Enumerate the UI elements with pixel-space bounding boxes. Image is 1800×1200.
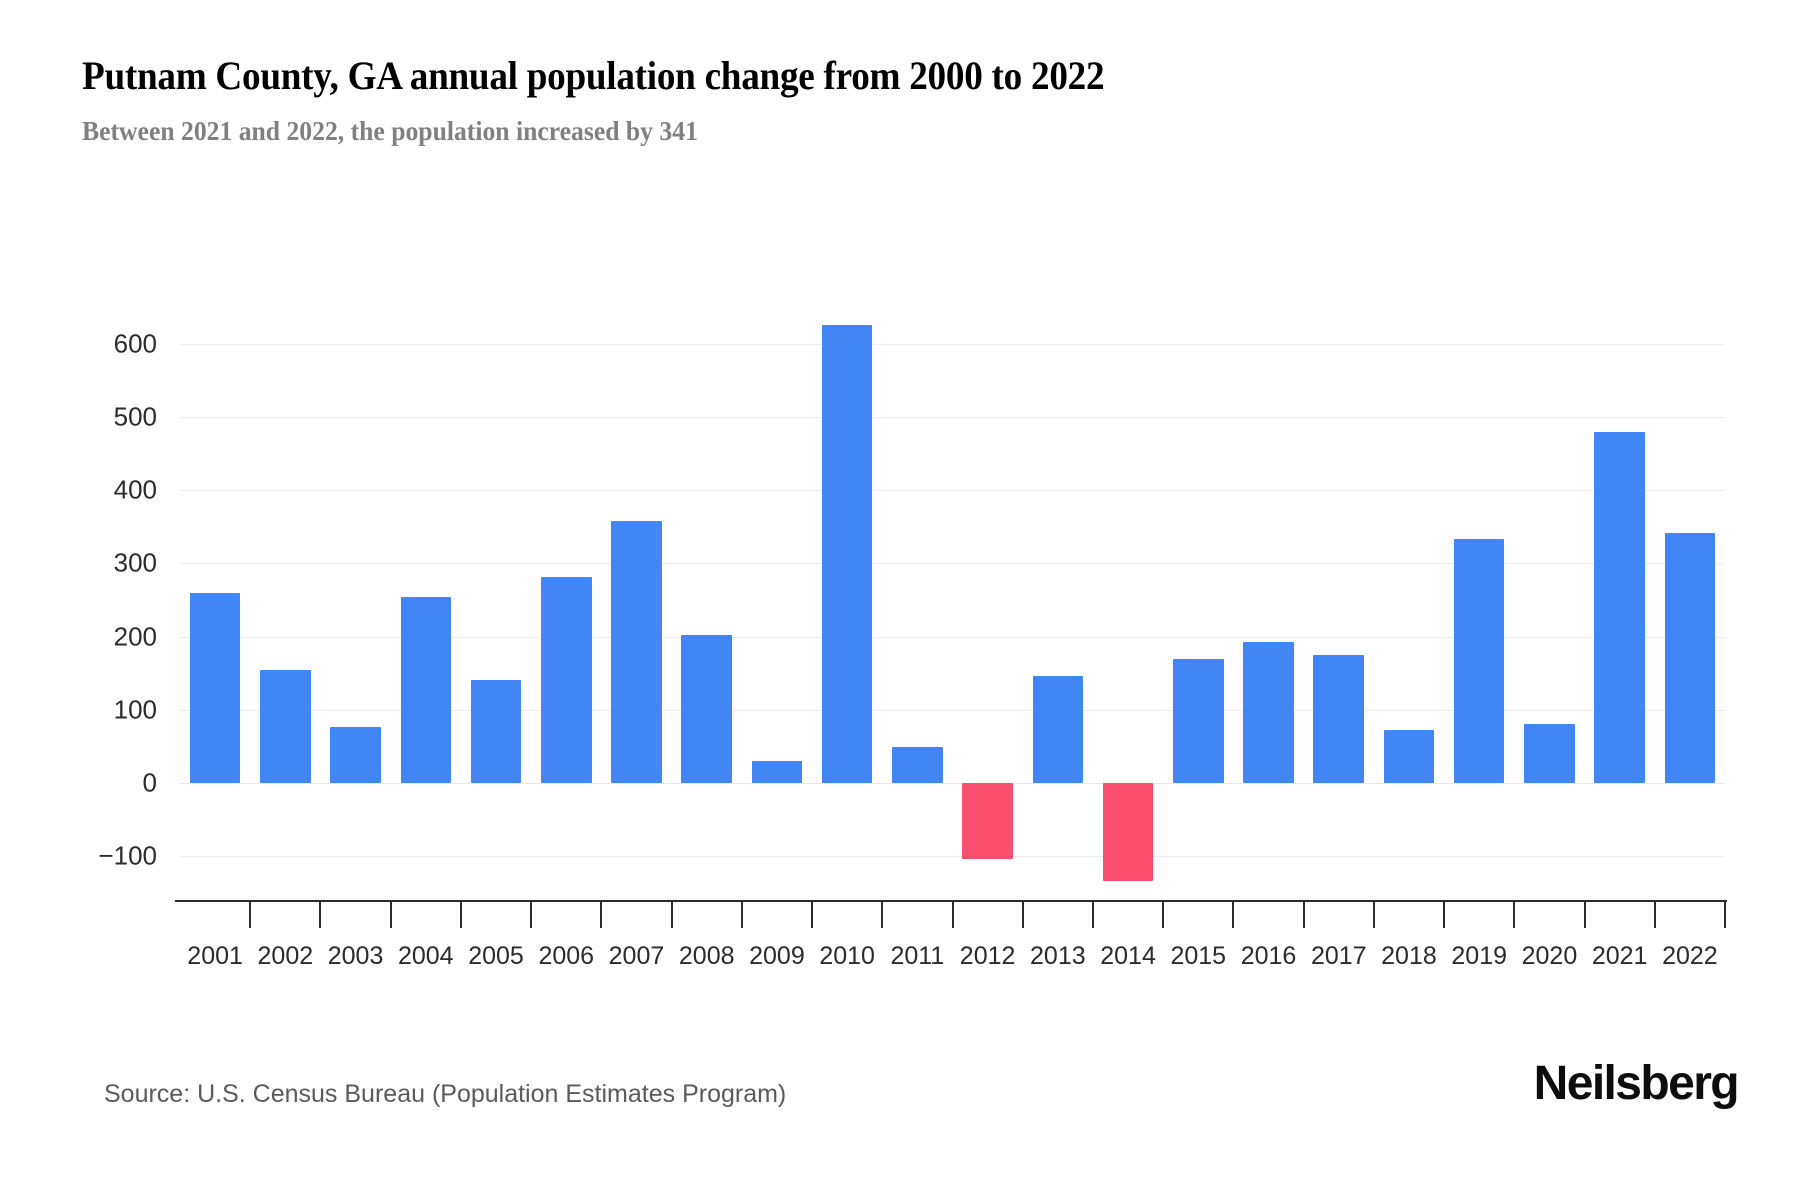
bar-2015[interactable]: [1173, 658, 1224, 783]
x-axis-tick: [951, 902, 954, 928]
x-axis-tick-label: 2012: [959, 942, 1016, 970]
y-axis-tick-label: 300: [113, 547, 157, 578]
x-axis-tick-label: 2018: [1381, 942, 1437, 970]
x-axis-tick-label: 2003: [327, 942, 384, 970]
y-axis-tick-label: 600: [113, 328, 157, 359]
x-axis-tick-label: 2014: [1100, 942, 1156, 970]
x-axis-tick-label: 2017: [1310, 942, 1367, 970]
x-axis-tick: [249, 902, 252, 928]
x-axis-tick-label: 2019: [1451, 942, 1508, 970]
x-axis-line: [175, 900, 1727, 902]
page-title: Putnam County, GA annual population chan…: [82, 53, 1105, 98]
bar-2011[interactable]: [892, 747, 943, 783]
bar-2012[interactable]: [962, 782, 1013, 860]
x-axis-tick-label: 2008: [678, 942, 735, 970]
gridline: [180, 782, 1725, 784]
x-axis-tick: [1653, 902, 1656, 928]
x-axis-tick: [389, 902, 392, 928]
bar-2009[interactable]: [751, 760, 803, 783]
gridline: [180, 343, 1725, 345]
bar-2010[interactable]: [821, 324, 873, 783]
chart-header: Putnam County, GA annual population chan…: [82, 52, 1740, 148]
bar-2007[interactable]: [611, 520, 662, 783]
gridline: [180, 490, 1725, 492]
x-axis-tick-label: 2015: [1170, 942, 1227, 970]
bar-2004[interactable]: [400, 597, 452, 783]
x-axis-tick: [740, 902, 743, 928]
x-axis-tick: [1724, 902, 1726, 928]
y-axis-tick-label: 500: [113, 401, 157, 432]
bar-2005[interactable]: [470, 679, 522, 783]
x-axis-tick-label: 2011: [890, 942, 945, 970]
x-axis-tick: [1443, 902, 1446, 928]
x-axis-tick-label: 2005: [468, 942, 524, 970]
bar-2006[interactable]: [540, 576, 592, 783]
bar-2018[interactable]: [1383, 730, 1435, 783]
x-axis-tick: [600, 902, 603, 928]
bar-2021[interactable]: [1594, 432, 1645, 783]
y-axis-tick-label: −100: [98, 840, 157, 871]
y-axis-tick-label: 0: [142, 767, 157, 798]
gridline: [180, 417, 1725, 419]
bar-2001[interactable]: [189, 592, 241, 783]
x-axis-tick-label: 2007: [608, 942, 665, 970]
x-axis-tick-label: 2021: [1591, 942, 1648, 970]
x-axis-tick: [1302, 902, 1305, 928]
bar-2003[interactable]: [330, 727, 381, 783]
bar-2013[interactable]: [1032, 676, 1084, 783]
brand-logo: Neilsberg: [1533, 1057, 1740, 1110]
x-axis-tick: [1162, 902, 1165, 928]
x-axis-tick: [1232, 902, 1235, 928]
x-axis-tick: [811, 902, 814, 928]
x-axis-tick: [530, 902, 533, 928]
bar-2019[interactable]: [1453, 538, 1505, 783]
y-axis-tick-label: 200: [113, 621, 157, 652]
y-axis-tick-label: 400: [113, 474, 157, 505]
y-axis-labels: 600 500 400 300 200 100 0 −100: [38, 300, 158, 900]
bar-2008[interactable]: [681, 635, 732, 783]
gridline: [180, 563, 1725, 565]
x-axis-tick: [1513, 902, 1516, 928]
gridline: [180, 709, 1725, 711]
bar-2020[interactable]: [1524, 724, 1575, 783]
x-axis-tick-label: 2009: [749, 942, 805, 970]
x-axis-tick: [1091, 902, 1094, 928]
x-axis-tick-label: 2016: [1240, 942, 1297, 970]
x-axis-tick-label: 2002: [257, 942, 314, 970]
gridline: [180, 636, 1725, 638]
x-axis-tick: [459, 902, 462, 928]
bar-2022[interactable]: [1664, 533, 1716, 783]
bars-layer: [180, 300, 1725, 900]
bar-2014[interactable]: [1102, 782, 1154, 881]
x-axis-tick-label: 2004: [397, 942, 454, 970]
bar-2017[interactable]: [1313, 654, 1365, 783]
x-axis-tick: [881, 902, 884, 928]
x-axis-tick: [1372, 902, 1375, 928]
y-axis-tick-label: 100: [113, 694, 157, 725]
gridlines-layer: [180, 300, 1725, 900]
x-axis-tick-label: 2010: [819, 942, 875, 970]
x-axis-tick: [670, 902, 673, 928]
bar-2002[interactable]: [260, 670, 311, 783]
x-axis-tick-label: 2013: [1030, 942, 1086, 970]
page-subtitle: Between 2021 and 2022, the population in…: [82, 116, 698, 147]
x-axis-tick: [1021, 902, 1024, 928]
x-axis-tick-label: 2001: [187, 942, 243, 970]
bar-2016[interactable]: [1243, 641, 1294, 783]
x-axis-tick: [319, 902, 322, 928]
gridline: [180, 856, 1725, 858]
x-axis-tick: [1583, 902, 1586, 928]
x-axis-tick-label: 2020: [1521, 942, 1578, 970]
source-note: Source: U.S. Census Bureau (Population E…: [104, 1080, 787, 1108]
x-axis-tick-label: 2006: [538, 942, 595, 970]
x-axis-tick-label: 2022: [1662, 942, 1718, 970]
